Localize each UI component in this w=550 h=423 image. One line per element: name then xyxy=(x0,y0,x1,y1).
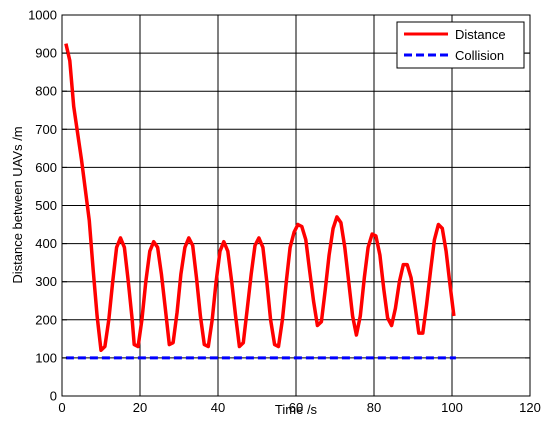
axis-ticks xyxy=(61,14,531,397)
series-group xyxy=(64,43,456,360)
x-tick-label: 100 xyxy=(441,400,463,415)
x-tick-label: 80 xyxy=(367,400,381,415)
y-tick-label: 900 xyxy=(35,46,57,61)
legend-label-distance: Distance xyxy=(455,27,506,42)
x-tick-label: 20 xyxy=(133,400,147,415)
y-tick-label: 0 xyxy=(50,389,57,404)
series-line-distance xyxy=(64,43,456,353)
y-tick-label: 200 xyxy=(35,312,57,327)
y-tick-label: 400 xyxy=(35,236,57,251)
legend-label-collision: Collision xyxy=(455,48,504,63)
x-axis-label: Time /s xyxy=(275,402,318,417)
x-tick-label: 60 xyxy=(289,400,303,415)
x-tick-labels: 0 20 40 60 80 100 120 xyxy=(58,400,540,415)
x-tick-label: 120 xyxy=(519,400,541,415)
x-tick-label: 40 xyxy=(211,400,225,415)
y-tick-label: 600 xyxy=(35,160,57,175)
y-tick-label: 700 xyxy=(35,122,57,137)
grid xyxy=(62,15,530,396)
legend: Distance Collision xyxy=(396,21,525,69)
y-tick-label: 100 xyxy=(35,350,57,365)
y-tick-label: 300 xyxy=(35,274,57,289)
y-axis-label: Distance between UAVs /m xyxy=(10,126,25,283)
y-tick-label: 1000 xyxy=(28,8,57,23)
x-tick-label: 0 xyxy=(58,400,65,415)
y-tick-label: 800 xyxy=(35,84,57,99)
y-tick-labels: 0 100 200 300 400 500 600 700 800 900 1000 xyxy=(28,8,57,404)
legend-box xyxy=(396,21,525,69)
y-tick-label: 500 xyxy=(35,198,57,213)
